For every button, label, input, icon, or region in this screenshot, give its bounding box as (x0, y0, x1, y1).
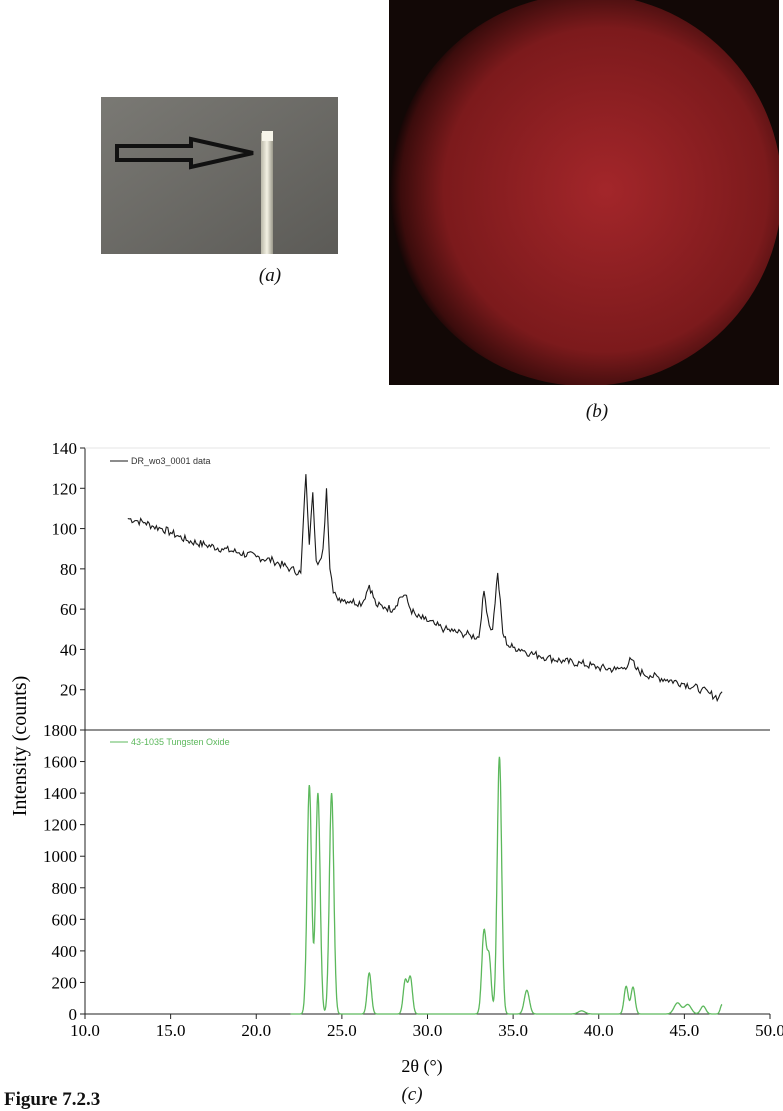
exposure-disc (390, 0, 779, 385)
y-tick-label: 100 (52, 520, 78, 539)
y-tick-label: 400 (52, 942, 78, 961)
y-tick-label: 1200 (43, 816, 77, 835)
series-line-dr-wo3-data (127, 474, 723, 703)
x-tick-label: 15.0 (156, 1021, 186, 1040)
y-tick-label: 60 (60, 600, 77, 619)
x-tick-label: 10.0 (70, 1021, 100, 1040)
x-tick-label: 30.0 (413, 1021, 443, 1040)
crystal-photo-graphic (101, 97, 338, 254)
chart-frame (84, 447, 770, 1015)
y-tick-label: 600 (52, 910, 78, 929)
x-axis-label: 2θ (°) (401, 1056, 442, 1077)
top-panel-y-ticks: 20 40 60 80 100 120 140 (52, 439, 85, 700)
x-tick-label: 25.0 (327, 1021, 357, 1040)
x-tick-label: 35.0 (498, 1021, 528, 1040)
bottom-panel-y-ticks: 0 200 400 600 800 1000 1200 1400 1600 1800 (43, 721, 85, 1024)
y-tick-label: 200 (52, 973, 78, 992)
xrd-chart: 20 40 60 80 100 120 140 0 200 400 600 800 1000 1200 1… (9, 439, 783, 1077)
photo-b-diffraction-pattern (389, 0, 779, 385)
x-tick-label: 20.0 (241, 1021, 271, 1040)
x-tick-label: 50.0 (755, 1021, 783, 1040)
arrow-icon (115, 136, 254, 170)
y-tick-label: 1400 (43, 784, 77, 803)
x-tick-label: 40.0 (584, 1021, 614, 1040)
y-tick-label: 40 (60, 640, 77, 659)
caption-a: (a) (258, 265, 282, 286)
y-tick-label: 800 (52, 879, 78, 898)
legend-bottom: 43-1035 Tungsten Oxide (110, 737, 230, 747)
y-tick-label: 1000 (43, 847, 77, 866)
y-tick-label: 0 (69, 1005, 78, 1024)
y-tick-label: 1600 (43, 753, 77, 772)
y-tick-label: 120 (52, 479, 78, 498)
y-tick-label: 20 (60, 681, 77, 700)
caption-b: (b) (585, 401, 609, 422)
x-tick-label: 45.0 (670, 1021, 700, 1040)
legend-top: DR_wo3_0001 data (110, 456, 211, 466)
y-tick-label: 80 (60, 560, 77, 579)
x-axis-ticks: 10.0 15.0 20.0 25.0 30.0 35.0 40.0 45.0 50.0 (70, 1014, 783, 1040)
caption-c: (c) (401, 1084, 423, 1105)
y-tick-label: 140 (52, 439, 78, 458)
photo-a-crystal (101, 97, 338, 254)
legend-label-dr-wo3: DR_wo3_0001 data (131, 456, 211, 466)
series-line-tungsten-oxide (290, 756, 723, 1015)
y-axis-label: Intensity (counts) (9, 676, 31, 817)
crystal-rod (261, 133, 273, 254)
diffraction-rings-graphic (389, 0, 779, 385)
figure-label: Figure 7.2.3 (4, 1089, 101, 1110)
y-tick-label: 1800 (43, 721, 77, 740)
legend-label-tungsten-oxide: 43-1035 Tungsten Oxide (131, 737, 230, 747)
